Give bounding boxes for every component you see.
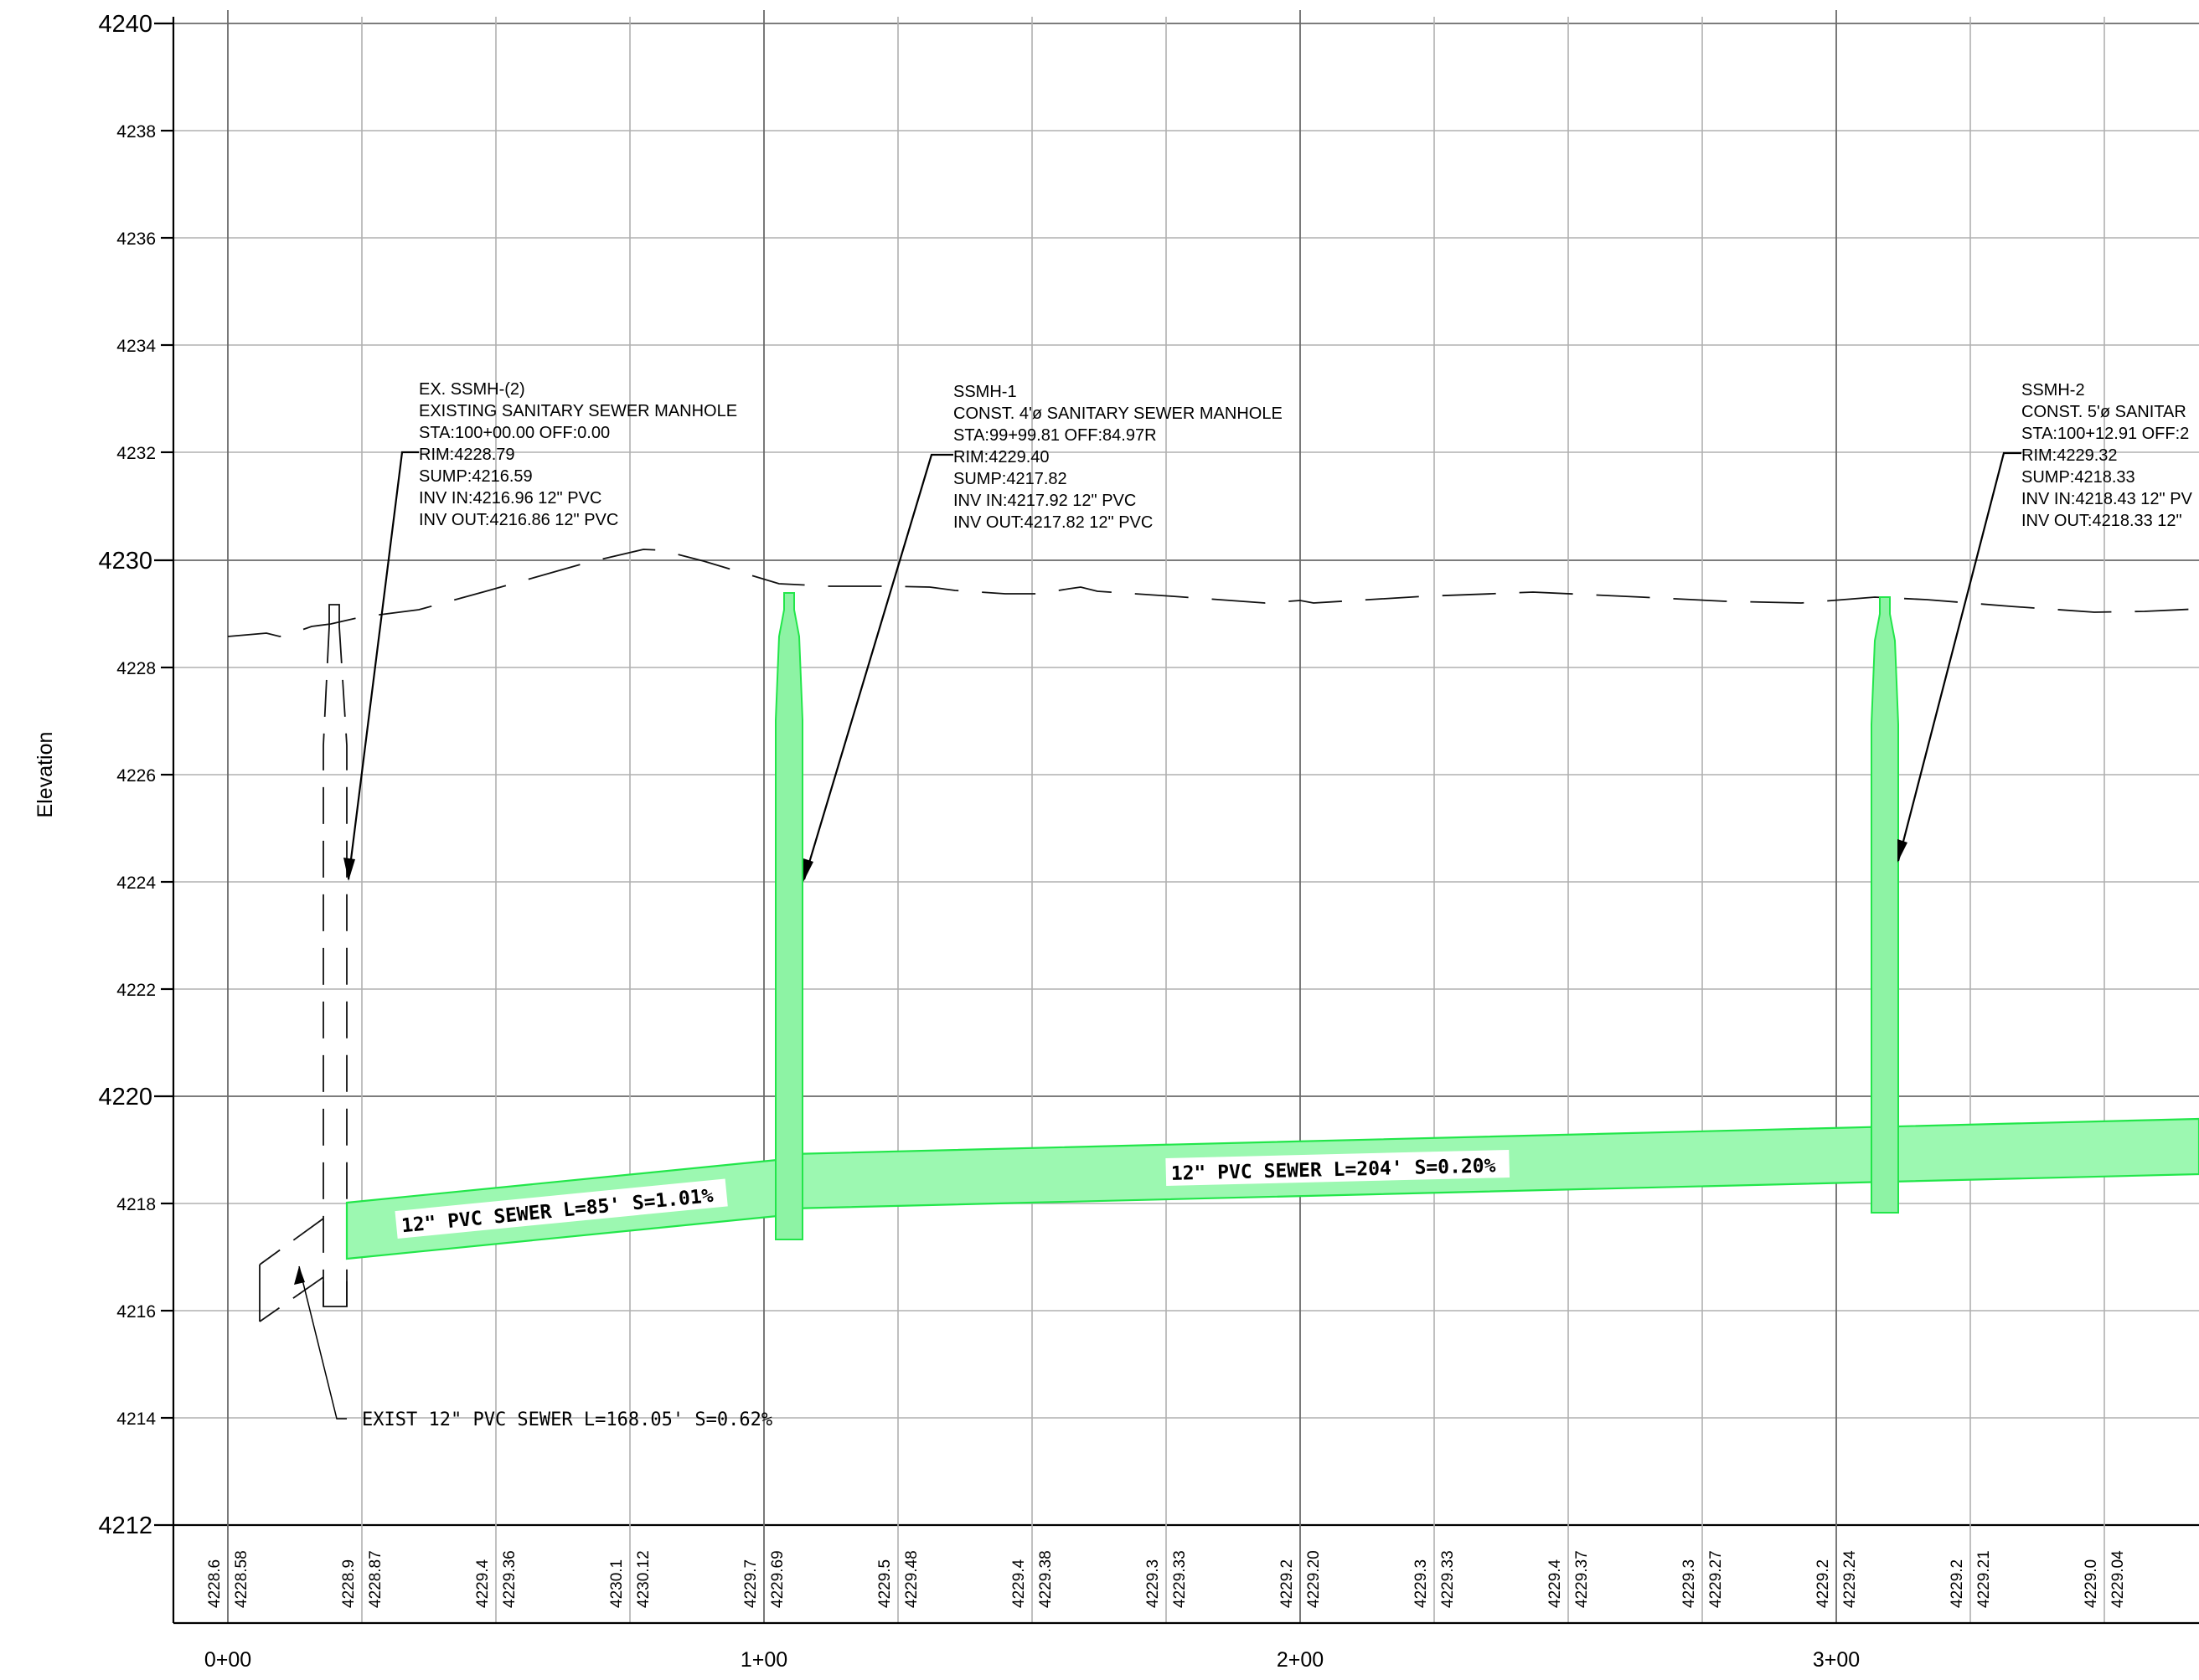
x-tick-labels: 0+00 1+00 2+00 3+00 — [204, 1648, 1860, 1672]
callout-ssmh-1: SSMH-1 CONST. 4'ø SANITARY SEWER MANHOLE… — [803, 383, 1283, 882]
callout-line: SSMH-2 — [2021, 381, 2085, 399]
band-existing-elev: 4229.4 — [1546, 1559, 1564, 1608]
band-proposed-elev: 4229.48 — [903, 1550, 921, 1608]
callout-line: SUMP:4217.82 — [953, 470, 1067, 488]
y-axis-title: Elevation — [34, 732, 57, 818]
y-tick-label: 4222 — [116, 981, 156, 1000]
band-proposed-elev: 4229.27 — [1707, 1550, 1725, 1608]
band-existing-elev: 4229.0 — [2083, 1559, 2100, 1608]
band-existing-elev: 4229.3 — [1412, 1559, 1430, 1608]
y-tick-label: 4212 — [98, 1513, 152, 1539]
station-label: 0+00 — [204, 1648, 251, 1672]
callout-line: INV OUT:4217.82 12" PVC — [953, 513, 1153, 532]
band-proposed-elev: 4229.20 — [1305, 1550, 1323, 1608]
band-proposed-elev: 4229.24 — [1841, 1550, 1859, 1608]
callout-ssmh-2: SSMH-2 CONST. 5'ø SANITAR STA:100+12.91 … — [1897, 381, 2193, 863]
band-existing-elev: 4229.3 — [1680, 1559, 1698, 1608]
callout-line: CONST. 5'ø SANITAR — [2021, 403, 2186, 421]
y-tick-label: 4234 — [116, 337, 156, 356]
callout-line: EX. SSMH-(2) — [419, 380, 525, 399]
callout-ex-ssmh-2: EX. SSMH-(2) EXISTING SANITARY SEWER MAN… — [343, 380, 737, 881]
y-tick-label: 4216 — [116, 1302, 156, 1322]
band-proposed-elev: 4229.38 — [1037, 1550, 1055, 1608]
existing-pipe-label: EXIST 12" PVC SEWER L=168.05' S=0.62% — [362, 1409, 772, 1430]
y-tick-labels: 4240 4238 4236 4234 4232 4230 4228 4226 … — [98, 11, 156, 1539]
y-tick-label: 4236 — [116, 229, 156, 249]
band-proposed-elev: 4228.58 — [233, 1550, 250, 1608]
y-tick-label: 4214 — [116, 1409, 156, 1429]
callout-line: INV OUT:4218.33 12" — [2021, 512, 2182, 530]
band-existing-elev: 4229.5 — [876, 1559, 894, 1608]
elevation-band: 4228.6 4228.58 4228.9 4228.87 4229.4 422… — [206, 1550, 2127, 1608]
station-label: 3+00 — [1813, 1648, 1860, 1672]
callout-line: INV IN:4218.43 12" PV — [2021, 490, 2193, 508]
band-existing-elev: 4229.2 — [1278, 1559, 1296, 1608]
callout-line: SUMP:4218.33 — [2021, 468, 2135, 487]
band-proposed-elev: 4229.37 — [1573, 1550, 1591, 1608]
callout-line: INV IN:4217.92 12" PVC — [953, 492, 1136, 510]
existing-pipe-callout: EXIST 12" PVC SEWER L=168.05' S=0.62% — [294, 1265, 772, 1430]
manhole-ssmh-2 — [1871, 596, 1899, 1214]
station-label: 2+00 — [1277, 1648, 1324, 1672]
existing-pipe — [259, 1218, 324, 1322]
band-proposed-elev: 4229.33 — [1439, 1550, 1457, 1608]
band-existing-elev: 4229.4 — [474, 1559, 492, 1608]
band-proposed-elev: 4229.69 — [769, 1550, 787, 1608]
y-tick-label: 4224 — [116, 873, 156, 893]
callout-line: CONST. 4'ø SANITARY SEWER MANHOLE — [953, 405, 1283, 423]
band-proposed-elev: 4229.33 — [1171, 1550, 1189, 1608]
band-existing-elev: 4229.4 — [1010, 1559, 1028, 1608]
y-tick-label: 4240 — [98, 11, 152, 38]
callout-line: RIM:4229.32 — [2021, 446, 2118, 465]
callout-line: STA:100+00.00 OFF:0.00 — [419, 424, 610, 442]
callout-line: SSMH-1 — [953, 383, 1017, 401]
y-tick-label: 4220 — [98, 1084, 152, 1111]
band-proposed-elev: 4230.12 — [635, 1550, 653, 1608]
band-proposed-elev: 4229.36 — [501, 1550, 519, 1608]
callout-line: INV OUT:4216.86 12" PVC — [419, 511, 618, 529]
y-tick-marks — [154, 22, 173, 1527]
band-proposed-elev: 4229.21 — [1975, 1550, 1993, 1608]
callout-line: RIM:4228.79 — [419, 446, 515, 464]
y-tick-label: 4218 — [116, 1195, 156, 1214]
band-existing-elev: 4230.1 — [608, 1559, 626, 1608]
callout-line: SUMP:4216.59 — [419, 467, 533, 486]
y-tick-label: 4230 — [98, 548, 152, 575]
band-existing-elev: 4228.9 — [340, 1559, 358, 1608]
pipe-label-2: 12" PVC SEWER L=204' S=0.20% — [1165, 1149, 1510, 1186]
callout-line: INV IN:4216.96 12" PVC — [419, 489, 601, 508]
band-existing-elev: 4229.3 — [1144, 1559, 1162, 1608]
band-proposed-elev: 4228.87 — [367, 1550, 385, 1608]
existing-ground-profile — [227, 549, 2199, 637]
callout-line: STA:100+12.91 OFF:2 — [2021, 425, 2189, 443]
callout-line: RIM:4229.40 — [953, 448, 1050, 466]
callout-line: STA:99+99.81 OFF:84.97R — [953, 426, 1157, 445]
band-proposed-elev: 4229.04 — [2109, 1550, 2127, 1608]
y-tick-label: 4232 — [116, 444, 156, 463]
band-existing-elev: 4229.7 — [742, 1559, 760, 1608]
band-existing-elev: 4229.2 — [1949, 1559, 1966, 1608]
existing-manhole — [323, 604, 348, 1307]
y-tick-label: 4228 — [116, 659, 156, 678]
y-tick-label: 4226 — [116, 766, 156, 786]
callout-line: EXISTING SANITARY SEWER MANHOLE — [419, 402, 737, 420]
manhole-ssmh-1 — [775, 592, 803, 1240]
band-existing-elev: 4229.2 — [1814, 1559, 1832, 1608]
y-tick-label: 4238 — [116, 122, 156, 142]
station-label: 1+00 — [741, 1648, 787, 1672]
band-existing-elev: 4228.6 — [206, 1559, 224, 1608]
